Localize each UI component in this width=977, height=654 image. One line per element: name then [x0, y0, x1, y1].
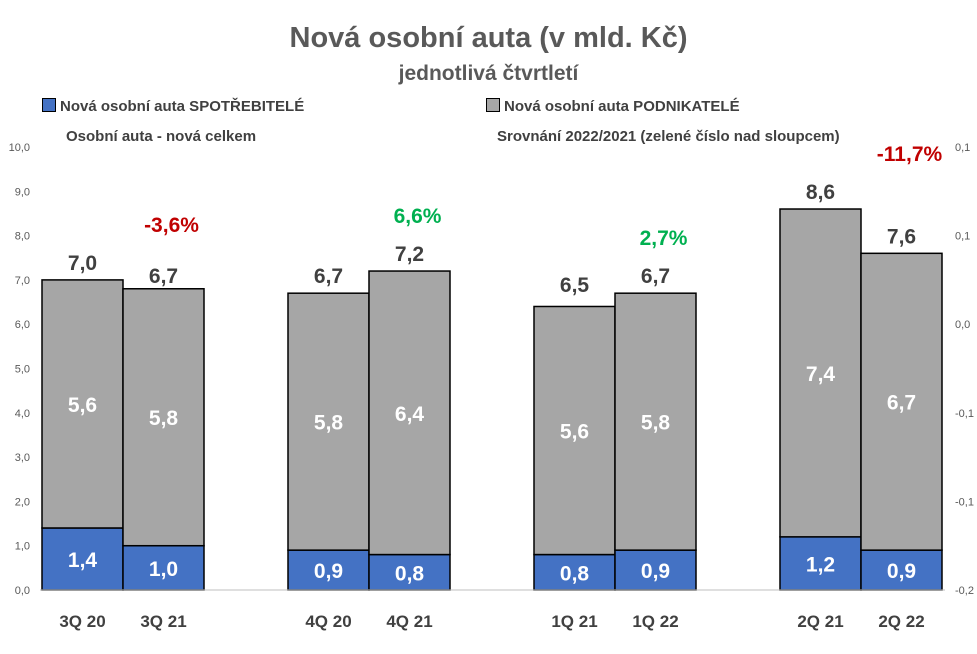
- y-left-tick-label: 0,0: [15, 585, 30, 597]
- x-tick-label: 1Q 21: [551, 612, 597, 631]
- y-left-tick-label: 9,0: [15, 186, 30, 198]
- data-label-business: 5,8: [641, 412, 671, 435]
- y-right-tick-label: -0,1: [955, 408, 974, 420]
- y-left-tick-label: 5,0: [15, 364, 30, 376]
- y-left-tick-label: 8,0: [15, 231, 30, 243]
- y-left-tick-label: 4,0: [15, 408, 30, 420]
- y-right-tick-label: 0,1: [955, 142, 970, 154]
- bar-business: [860, 252, 943, 551]
- bar-business: [41, 279, 124, 529]
- data-label-consumers: 1,0: [149, 558, 178, 581]
- legend-label-comparison: Srovnání 2022/2021 (zelené číslo nad slo…: [497, 128, 840, 145]
- y-left-tick-label: 2,0: [15, 496, 30, 508]
- data-label-business: 5,8: [149, 407, 179, 430]
- data-label-business: 6,4: [395, 403, 425, 426]
- legend-item-business: Nová osobní auta PODNIKATELÉ: [486, 98, 740, 115]
- chart-title: Nová osobní auta (v mld. Kč): [289, 22, 688, 54]
- legend-swatch-consumers: [42, 98, 56, 112]
- y-left-tick-label: 1,0: [15, 541, 30, 553]
- comparison-label: -11,7%: [877, 143, 943, 166]
- data-label-total: 6,7: [641, 265, 670, 288]
- x-tick-label: 3Q 21: [140, 612, 186, 631]
- chart-subtitle: jednotlivá čtvrtletí: [398, 62, 579, 85]
- data-label-business: 5,6: [560, 421, 589, 444]
- data-label-consumers: 1,4: [68, 549, 98, 572]
- data-label-business: 5,8: [314, 412, 344, 435]
- x-tick-label: 2Q 22: [878, 612, 924, 631]
- data-label-consumers: 0,8: [395, 562, 425, 585]
- data-label-total: 7,2: [395, 243, 424, 266]
- y-left-tick-label: 6,0: [15, 319, 30, 331]
- legend-label-totals: Osobní auta - nová celkem: [66, 128, 257, 145]
- bar-business: [287, 292, 370, 551]
- data-label-consumers: 0,9: [887, 560, 916, 583]
- comparison-label: -3,6%: [144, 214, 199, 237]
- x-tick-label: 2Q 21: [797, 612, 843, 631]
- x-tick-label: 4Q 21: [386, 612, 432, 631]
- data-label-total: 8,6: [806, 181, 835, 204]
- data-label-business: 6,7: [887, 392, 916, 415]
- bar-business: [122, 288, 205, 547]
- x-tick-label: 4Q 20: [305, 612, 351, 631]
- data-label-consumers: 0,9: [641, 560, 670, 583]
- data-label-total: 6,7: [149, 265, 178, 288]
- bar-consumers: [860, 549, 943, 591]
- comparison-label: 2,7%: [640, 227, 688, 250]
- bar-business: [533, 305, 616, 556]
- x-tick-label: 1Q 22: [632, 612, 678, 631]
- bar-business: [779, 208, 862, 538]
- bar-consumers: [779, 536, 862, 591]
- bar-business: [368, 270, 451, 556]
- data-label-business: 5,6: [68, 394, 97, 417]
- data-label-total: 6,7: [314, 265, 343, 288]
- y-left-tick-label: 3,0: [15, 452, 30, 464]
- data-label-consumers: 0,8: [560, 562, 590, 585]
- bar-business: [614, 292, 697, 551]
- comparison-label: 6,6%: [394, 205, 442, 228]
- bar-consumers: [368, 553, 451, 591]
- y-right-tick-label: -0,2: [955, 585, 974, 597]
- data-label-total: 6,5: [560, 274, 590, 297]
- legend-swatch-business: [486, 98, 500, 112]
- y-right-tick-label: 0,1: [955, 231, 970, 243]
- data-label-consumers: 1,2: [806, 553, 835, 576]
- y-left-tick-label: 7,0: [15, 275, 30, 287]
- data-label-business: 7,4: [806, 363, 836, 386]
- y-left-tick-label: 10,0: [9, 142, 30, 154]
- data-label-total: 7,0: [68, 252, 97, 275]
- data-label-consumers: 0,9: [314, 560, 343, 583]
- y-right-tick-label: 0,0: [955, 319, 970, 331]
- legend-label-business: Nová osobní auta PODNIKATELÉ: [504, 98, 740, 115]
- legend-item-consumers: Nová osobní auta SPOTŘEBITELÉ: [42, 98, 304, 115]
- x-tick-label: 3Q 20: [59, 612, 105, 631]
- legend-label-consumers: Nová osobní auta SPOTŘEBITELÉ: [60, 98, 305, 115]
- y-right-tick-label: -0,1: [955, 496, 974, 508]
- data-label-total: 7,6: [887, 225, 916, 248]
